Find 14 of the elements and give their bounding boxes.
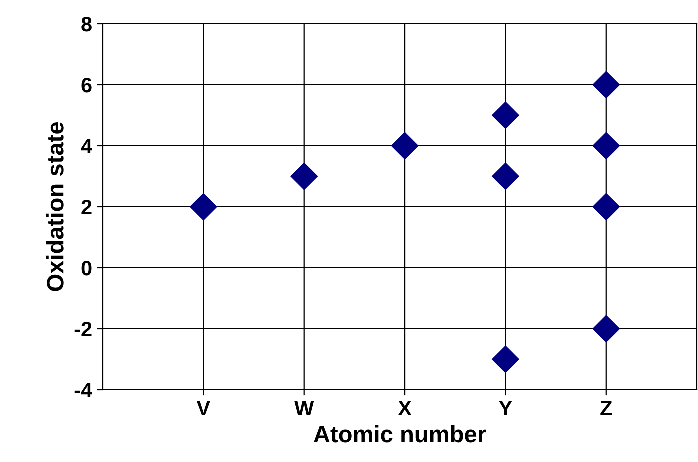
x-tick-label: Y <box>499 401 512 416</box>
y-tick-label: -4 <box>74 383 92 398</box>
x-tick-label: W <box>294 401 314 416</box>
x-tick-label: V <box>196 401 210 416</box>
y-tick-label: 8 <box>82 17 92 32</box>
x-tick-label: Z <box>600 401 612 416</box>
y-tick-label: 6 <box>82 78 92 93</box>
y-axis-title: Oxidation state <box>46 122 64 292</box>
y-tick-label: 0 <box>82 261 92 276</box>
x-tick-label: X <box>398 401 412 416</box>
x-axis-title: Atomic number <box>314 425 486 443</box>
y-tick-label: -2 <box>74 322 92 337</box>
y-tick-label: 2 <box>82 200 92 215</box>
y-tick-label: 4 <box>81 139 92 154</box>
